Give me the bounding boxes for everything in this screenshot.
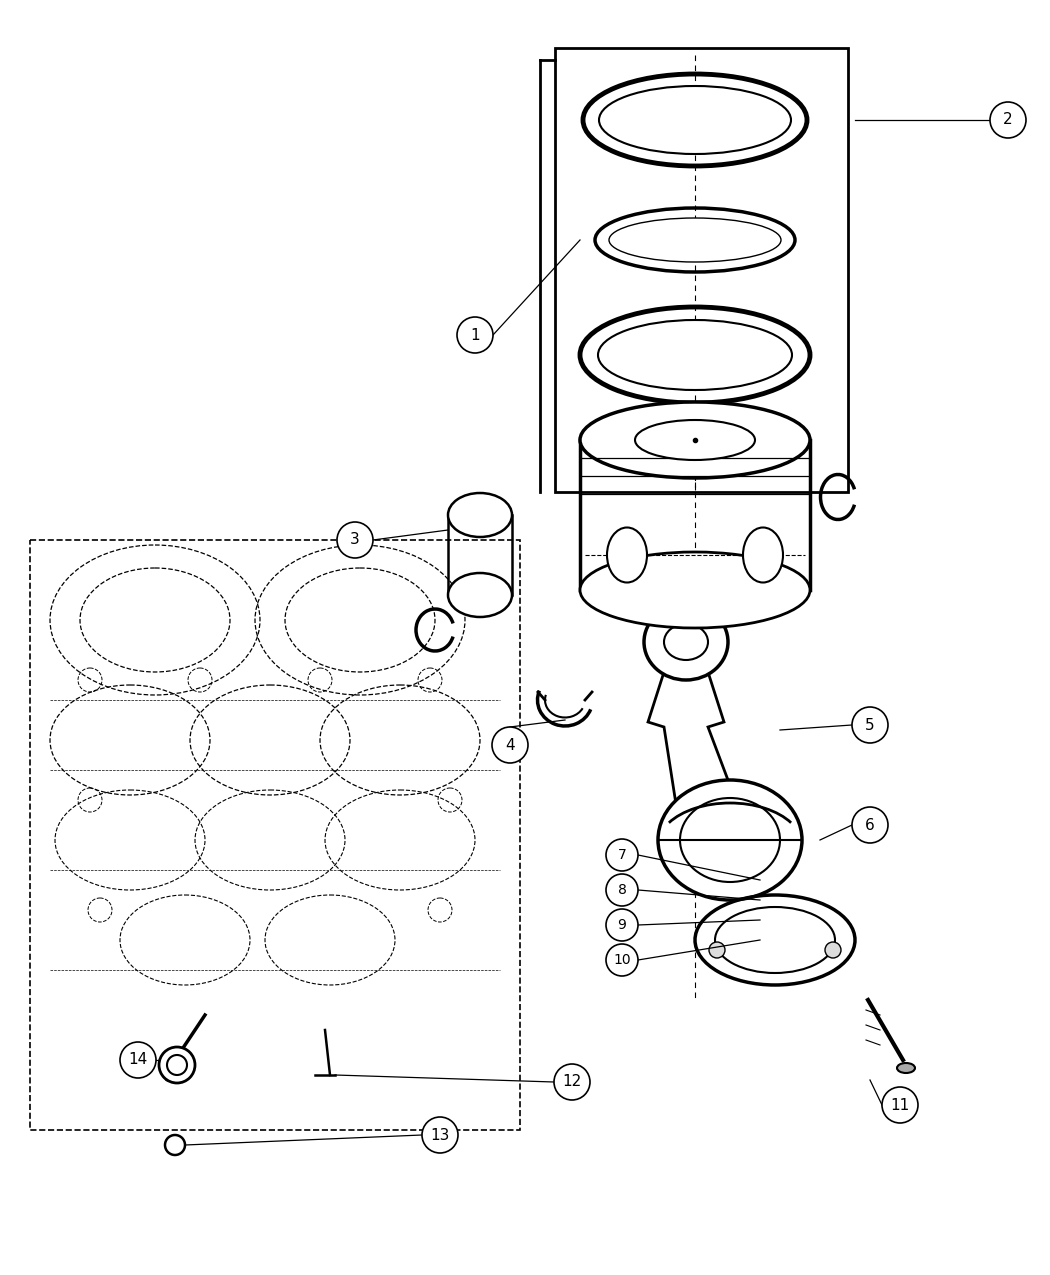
Text: 10: 10 bbox=[613, 952, 631, 966]
Ellipse shape bbox=[743, 528, 783, 583]
Text: 13: 13 bbox=[430, 1127, 449, 1142]
Circle shape bbox=[606, 873, 638, 907]
Text: 9: 9 bbox=[617, 918, 627, 932]
Text: 4: 4 bbox=[505, 737, 514, 752]
Ellipse shape bbox=[580, 552, 810, 629]
Ellipse shape bbox=[448, 493, 512, 537]
Ellipse shape bbox=[598, 85, 791, 154]
Circle shape bbox=[882, 1088, 918, 1123]
Text: 8: 8 bbox=[617, 884, 627, 898]
Ellipse shape bbox=[448, 572, 512, 617]
Circle shape bbox=[606, 909, 638, 941]
Circle shape bbox=[165, 1135, 185, 1155]
Circle shape bbox=[120, 1042, 156, 1077]
Ellipse shape bbox=[644, 604, 728, 680]
Text: 6: 6 bbox=[865, 817, 875, 833]
Bar bbox=[30, 541, 520, 1130]
Circle shape bbox=[852, 807, 888, 843]
Polygon shape bbox=[648, 672, 760, 864]
Text: 11: 11 bbox=[890, 1098, 909, 1113]
Circle shape bbox=[159, 1047, 195, 1082]
Ellipse shape bbox=[607, 528, 647, 583]
Ellipse shape bbox=[598, 320, 792, 390]
Ellipse shape bbox=[635, 419, 755, 460]
Ellipse shape bbox=[664, 623, 708, 660]
Circle shape bbox=[492, 727, 528, 762]
Circle shape bbox=[554, 1065, 590, 1100]
Ellipse shape bbox=[658, 780, 802, 900]
Ellipse shape bbox=[680, 798, 780, 882]
Text: 12: 12 bbox=[563, 1075, 582, 1090]
Circle shape bbox=[606, 944, 638, 975]
Text: 14: 14 bbox=[128, 1052, 148, 1067]
Ellipse shape bbox=[897, 1063, 915, 1074]
Circle shape bbox=[825, 942, 841, 958]
Circle shape bbox=[606, 839, 638, 871]
Text: 3: 3 bbox=[350, 533, 360, 547]
Text: 7: 7 bbox=[617, 848, 627, 862]
Circle shape bbox=[709, 942, 724, 958]
Text: 5: 5 bbox=[865, 718, 875, 733]
Text: 1: 1 bbox=[470, 328, 480, 343]
Circle shape bbox=[337, 521, 373, 558]
Circle shape bbox=[167, 1054, 187, 1075]
Text: 2: 2 bbox=[1003, 112, 1013, 128]
Circle shape bbox=[990, 102, 1026, 138]
Bar bbox=[555, 48, 848, 492]
Ellipse shape bbox=[609, 218, 781, 261]
Ellipse shape bbox=[580, 402, 810, 478]
Ellipse shape bbox=[715, 907, 835, 973]
Circle shape bbox=[457, 317, 494, 353]
Circle shape bbox=[422, 1117, 458, 1153]
Circle shape bbox=[852, 708, 888, 743]
